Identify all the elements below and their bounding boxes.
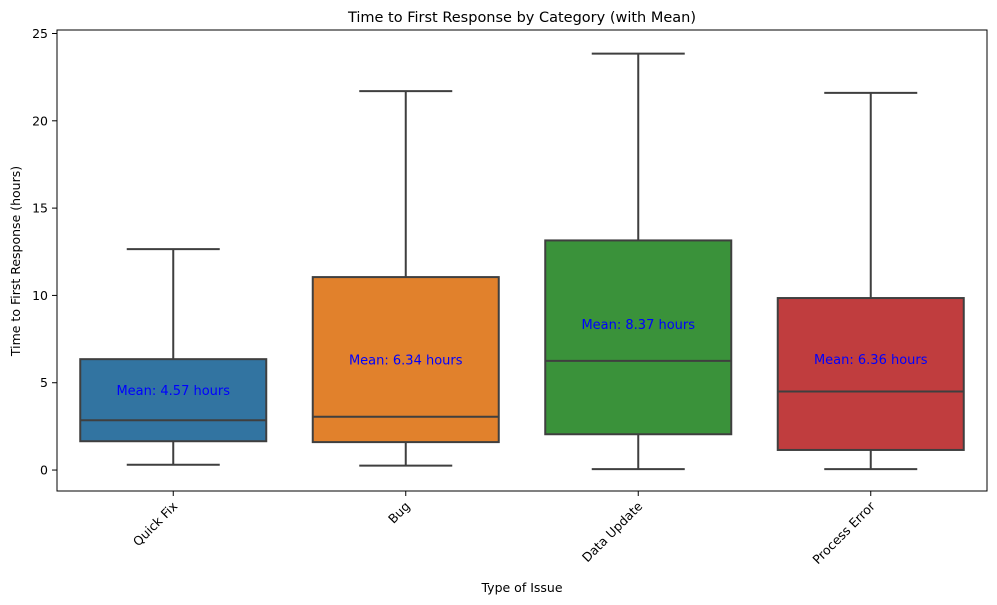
y-tick-label: 15 [32,201,48,216]
mean-label: Mean: 6.36 hours [814,353,928,368]
plot-area-frame [56,29,988,492]
box-group: Mean: 4.57 hours [79,248,268,466]
boxes-layer: Mean: 4.57 hours Mean: 6.34 hours Mean: 8.… [79,52,965,471]
y-axis-label: Time to First Response (hours) [8,166,23,357]
y-tick-label: 0 [40,463,48,478]
iqr-box [79,358,268,443]
y-tick-label: 25 [32,26,48,41]
box-group: Mean: 6.34 hours [311,90,500,467]
chart-title: Time to First Response by Category (with… [347,10,696,26]
iqr-box [776,297,965,451]
mean-label: Mean: 4.57 hours [116,384,230,399]
box-group: Mean: 8.37 hours [544,52,733,471]
y-tick-label: 10 [32,288,48,303]
x-axis: Quick Fix Bug Data Update Process Error [130,491,878,567]
mean-label: Mean: 6.34 hours [349,353,463,368]
y-tick-label: 20 [32,113,48,128]
x-tick-label: Bug [385,499,413,527]
y-axis: 0 5 10 15 20 25 [32,26,57,478]
y-tick-label: 5 [40,375,48,390]
x-tick-label: Data Update [579,498,646,565]
iqr-box [544,239,733,436]
box-group: Mean: 6.36 hours [776,91,965,471]
x-tick-label: Quick Fix [130,499,181,550]
iqr-box [311,276,500,444]
mean-label: Mean: 8.37 hours [581,318,695,333]
x-tick-label: Process Error [809,498,878,567]
x-axis-label: Type of Issue [480,580,562,595]
